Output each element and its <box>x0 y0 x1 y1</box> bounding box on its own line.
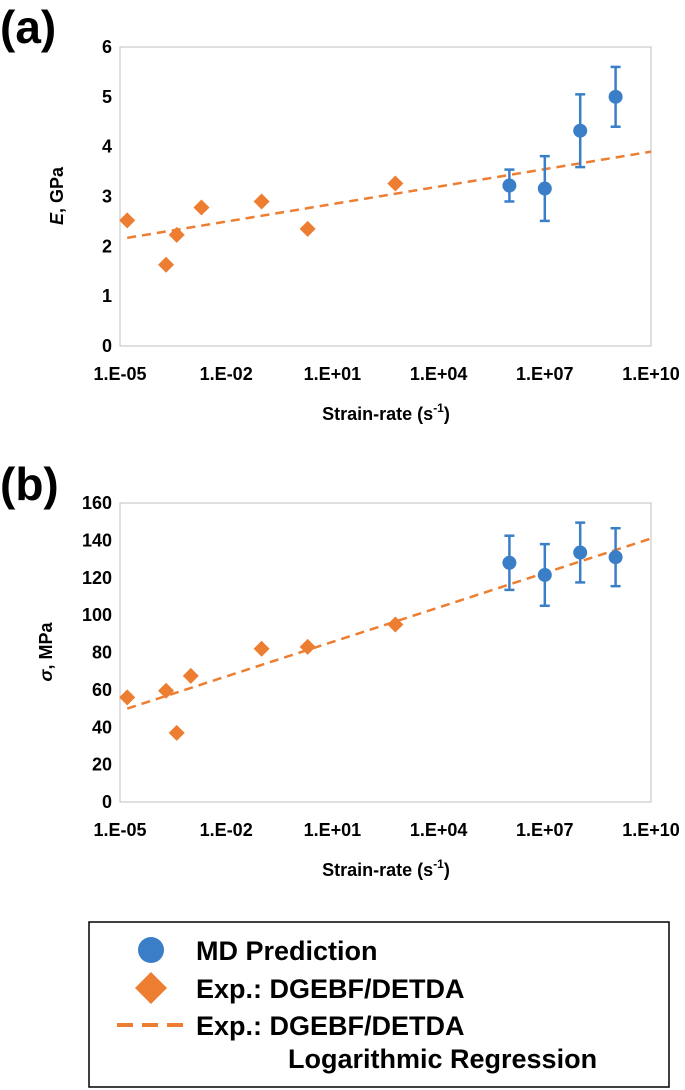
y-tick-label-b: 140 <box>82 530 112 550</box>
legend: MD Prediction Exp.: DGEBF/DETDA Exp.: DG… <box>88 921 670 1088</box>
y-tick-label-a: 1 <box>102 286 112 306</box>
legend-regression-label-2: Logarithmic Regression <box>288 1044 597 1074</box>
y-axis-symbol-b: σ <box>36 668 56 681</box>
legend-exp-marker <box>135 972 167 1004</box>
x-axis-title-sup-b: -1 <box>433 857 444 871</box>
legend-md-marker <box>138 937 164 963</box>
y-tick-label-a: 0 <box>102 336 112 356</box>
exp-point-a <box>193 199 210 216</box>
md-point-a <box>537 181 552 196</box>
y-tick-label-b: 20 <box>92 755 112 775</box>
marks-a <box>119 65 652 273</box>
exp-point-b <box>119 689 136 706</box>
legend-box <box>88 921 670 1088</box>
md-point-a <box>573 123 588 138</box>
panel-a: (a) E, GPa Strain-rate (s-1) 0 1 2 3 4 5 6 1.E-… <box>0 1 680 424</box>
y-axis-symbol-a: E <box>47 212 67 225</box>
panel-b: (b) σ, MPa Strain-rate (s-1) 0 20 40 60 80 10… <box>0 458 680 880</box>
exp-point-b <box>299 638 316 655</box>
y-axis-unit-a: , GPa <box>47 166 67 213</box>
y-tick-label-b: 80 <box>92 643 112 663</box>
md-point-b <box>608 550 623 565</box>
y-tick-label-b: 60 <box>92 680 112 700</box>
y-axis-title-b: σ, MPa <box>36 622 56 682</box>
x-tick-label-b: 1.E+01 <box>304 820 362 840</box>
y-tick-label-a: 6 <box>102 37 112 57</box>
md-point-a <box>502 178 517 193</box>
y-tick-label-a: 4 <box>102 137 112 157</box>
x-axis-title-main-b: Strain-rate (s <box>322 860 433 880</box>
x-tick-label-b: 1.E+10 <box>622 820 680 840</box>
x-tick-label-b: 1.E+07 <box>516 820 574 840</box>
exp-point-a <box>253 193 270 210</box>
exp-point-b <box>253 640 270 657</box>
y-tick-label-b: 160 <box>82 493 112 513</box>
y-tick-label-a: 2 <box>102 236 112 256</box>
y-axis-title-a: E, GPa <box>47 166 67 225</box>
x-axis-title-sup-a: -1 <box>433 401 444 415</box>
md-point-b <box>573 545 588 560</box>
panel-label-a: (a) <box>0 1 56 53</box>
y-axis-unit-b: , MPa <box>36 622 56 670</box>
x-tick-label-a: 1.E+01 <box>304 364 362 384</box>
md-point-a <box>608 89 623 104</box>
y-tick-label-b: 120 <box>82 568 112 588</box>
x-tick-label-b: 1.E-02 <box>200 820 253 840</box>
exp-point-b <box>182 667 199 684</box>
ticks-b: 0 20 40 60 80 100 120 140 160 1.E-05 1.E-02 1.E+01 1… <box>82 493 680 840</box>
exp-point-b <box>168 724 185 741</box>
panel-label-b: (b) <box>0 458 59 510</box>
x-tick-label-a: 1.E+07 <box>516 364 574 384</box>
x-tick-label-b: 1.E+04 <box>410 820 468 840</box>
x-tick-label-a: 1.E-02 <box>200 364 253 384</box>
x-tick-label-b: 1.E-05 <box>93 820 146 840</box>
legend-md-label: MD Prediction <box>196 936 378 966</box>
exp-point-b <box>158 682 175 699</box>
exp-point-a <box>299 220 316 237</box>
y-tick-label-b: 0 <box>102 792 112 812</box>
legend-exp-label: Exp.: DGEBF/DETDA <box>196 974 465 1004</box>
legend-regression-label: Exp.: DGEBF/DETDA <box>196 1011 465 1041</box>
exp-point-a <box>387 175 404 192</box>
plot-area-b <box>119 502 652 803</box>
exp-point-a <box>168 226 185 243</box>
x-axis-title-end-b: ) <box>444 860 450 880</box>
marks-b <box>119 521 652 741</box>
regression-line-a <box>127 150 652 240</box>
md-point-b <box>537 567 552 582</box>
x-tick-label-a: 1.E+04 <box>410 364 468 384</box>
y-tick-label-a: 5 <box>102 87 112 107</box>
md-point-b <box>502 555 517 570</box>
y-tick-label-b: 40 <box>92 717 112 737</box>
exp-point-a <box>119 212 136 229</box>
x-axis-title-a: Strain-rate (s-1) <box>322 401 450 424</box>
x-tick-label-a: 1.E+10 <box>622 364 680 384</box>
plot-area-a <box>119 46 652 347</box>
x-axis-title-main-a: Strain-rate (s <box>322 404 433 424</box>
x-axis-title-end-a: ) <box>444 404 450 424</box>
x-tick-label-a: 1.E-05 <box>93 364 146 384</box>
y-tick-label-b: 100 <box>82 605 112 625</box>
exp-point-a <box>158 256 175 273</box>
y-tick-label-a: 3 <box>102 187 112 207</box>
x-axis-title-b: Strain-rate (s-1) <box>322 857 450 880</box>
ticks-a: 0 1 2 3 4 5 6 1.E-05 1.E-02 1.E+01 1.E+04 1.E+07 1.E… <box>93 37 679 384</box>
exp-point-b <box>387 616 404 633</box>
